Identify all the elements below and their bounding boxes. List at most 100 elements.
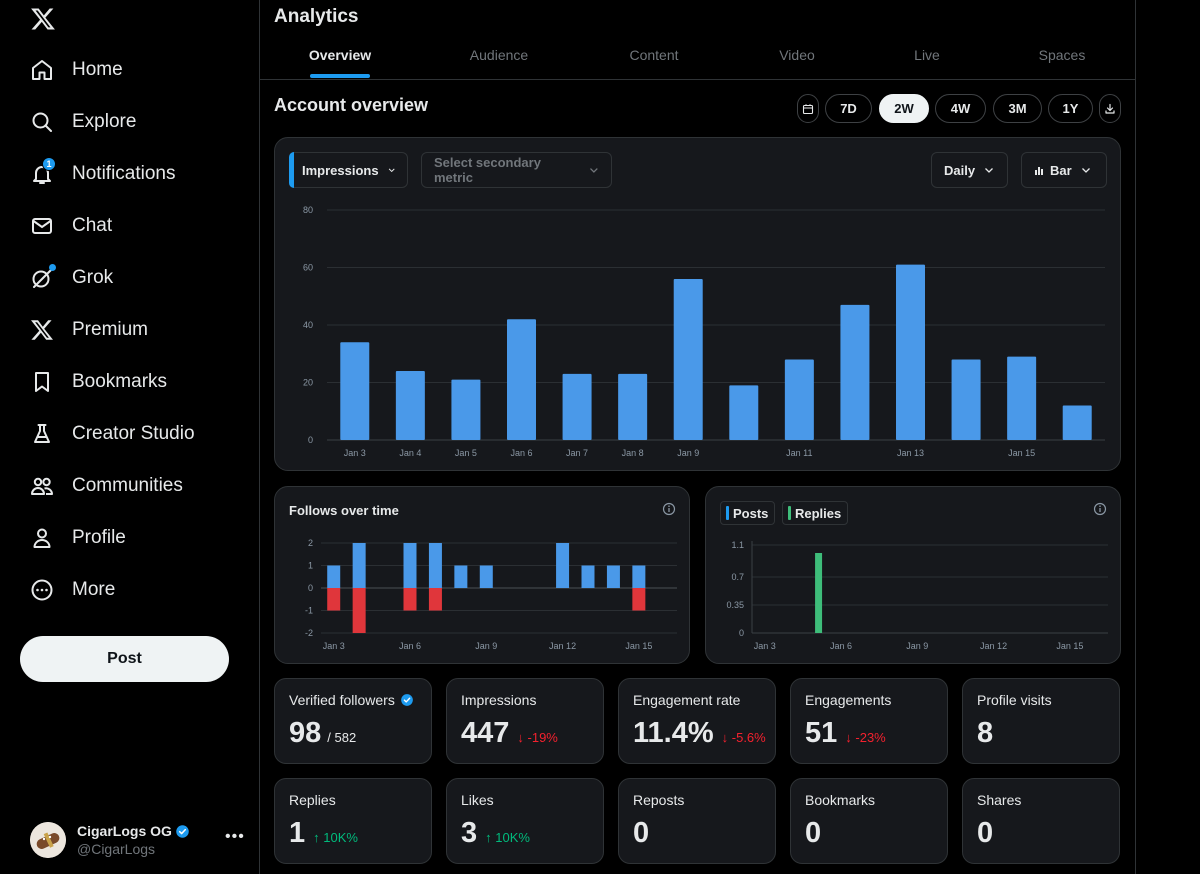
range-2w[interactable]: 2W	[879, 94, 929, 123]
nav-bookmarks-label: Bookmarks	[72, 371, 168, 392]
stat-verified-followers[interactable]: Verified followers 98 / 582	[274, 678, 432, 764]
follows-bar	[581, 565, 595, 588]
stat-label: Profile visits	[977, 692, 1052, 708]
x-tick-label: Jan 15	[625, 641, 652, 651]
stat-delta: ↓ -23%	[845, 730, 886, 745]
follows-chart-card: Follows over time -2 -1 0 1 2 Jan 3 Jan 6 Jan 9…	[274, 486, 690, 664]
page-title: Analytics	[274, 6, 359, 27]
replies-bar	[815, 553, 823, 633]
nav-more[interactable]: More	[30, 570, 115, 610]
nav-creator-studio[interactable]: Creator Studio	[30, 414, 195, 454]
follows-bar	[403, 543, 417, 588]
impressions-bar	[673, 279, 703, 440]
tab-content[interactable]: Content	[629, 47, 679, 63]
nav-communities[interactable]: Communities	[30, 466, 183, 506]
y-tick-label: -2	[305, 628, 313, 638]
nav-creator-studio-label: Creator Studio	[72, 423, 195, 444]
active-tab-indicator	[310, 74, 370, 78]
y-tick-label: 40	[303, 320, 313, 330]
tab-audience[interactable]: Audience	[469, 47, 529, 63]
impressions-bar	[840, 304, 870, 440]
impressions-bar	[896, 264, 925, 440]
impressions-bar	[562, 373, 592, 440]
stat-delta: ↑ 10K%	[313, 830, 358, 845]
x-tick-label: Jan 8	[622, 448, 644, 458]
range-4w[interactable]: 4W	[935, 94, 986, 123]
x-logo-icon[interactable]	[30, 6, 56, 32]
nav-explore[interactable]: Explore	[30, 102, 136, 142]
x-logo-icon	[30, 318, 54, 342]
stat-likes[interactable]: Likes 3 ↑ 10K%	[446, 778, 604, 864]
impressions-bar	[729, 385, 759, 440]
grok-dot-badge	[49, 264, 56, 271]
stat-label: Reposts	[633, 792, 685, 808]
section-title: Account overview	[274, 95, 429, 115]
info-icon[interactable]	[662, 502, 676, 516]
person-icon	[30, 526, 54, 550]
stat-engagement-rate[interactable]: Engagement rate 11.4% ↓ -5.6%	[618, 678, 776, 764]
stat-shares[interactable]: Shares 0	[962, 778, 1120, 864]
stat-delta-value: 10K%	[495, 830, 530, 845]
download-button[interactable]	[1099, 94, 1121, 123]
stat-impressions[interactable]: Impressions 447 ↓ -19%	[446, 678, 604, 764]
stat-value: 0	[977, 817, 994, 849]
stat-delta-value: -5.6%	[731, 730, 766, 745]
verified-badge-icon	[400, 694, 413, 706]
range-1y[interactable]: 1Y	[1048, 94, 1093, 123]
stat-replies[interactable]: Replies 1 ↑ 10K%	[274, 778, 432, 864]
nav-grok[interactable]: Grok	[30, 258, 113, 298]
chart-type-select[interactable]: Bar	[1021, 152, 1107, 188]
stat-label: Bookmarks	[805, 792, 876, 808]
secondary-metric-select[interactable]: Select secondary metric	[421, 152, 612, 188]
follows-title: Follows over time	[289, 503, 399, 518]
account-name: CigarLogs OG	[77, 823, 172, 839]
interval-select[interactable]: Daily	[931, 152, 1008, 188]
nav-bookmarks[interactable]: Bookmarks	[30, 362, 167, 402]
nav-chat[interactable]: Chat	[30, 206, 112, 246]
calendar-button[interactable]	[797, 94, 819, 123]
legend-replies[interactable]: Replies	[782, 501, 849, 525]
follows-bar	[454, 565, 468, 588]
unfollows-bar	[403, 588, 417, 611]
tab-live[interactable]: Live	[914, 47, 940, 63]
stat-value: 8	[977, 717, 994, 749]
primary-metric-select[interactable]: Impressions	[289, 152, 408, 188]
y-tick-label: 20	[303, 378, 313, 388]
post-button[interactable]: Post	[20, 636, 229, 682]
more-circle-icon	[30, 578, 54, 602]
nav-premium-label: Premium	[72, 319, 149, 340]
stat-profile-visits[interactable]: Profile visits 8	[962, 678, 1120, 764]
impressions-bar	[618, 373, 648, 440]
tab-spaces[interactable]: Spaces	[1038, 47, 1086, 63]
tab-video[interactable]: Video	[779, 47, 815, 63]
stat-value: 447	[461, 717, 510, 749]
y-tick-label: 1	[308, 561, 313, 571]
stat-label: Engagement rate	[633, 692, 741, 708]
chart-type-label: Bar	[1050, 162, 1072, 178]
nav-chat-label: Chat	[72, 215, 113, 236]
info-icon[interactable]	[1093, 502, 1107, 516]
stat-reposts[interactable]: Reposts 0	[618, 778, 776, 864]
download-icon	[1105, 103, 1115, 114]
y-tick-label: 80	[303, 205, 313, 215]
nav-home[interactable]: Home	[30, 50, 123, 90]
nav-premium[interactable]: Premium	[30, 310, 148, 350]
nav-home-label: Home	[72, 59, 123, 80]
account-more-icon[interactable]: •••	[225, 828, 245, 845]
range-7d[interactable]: 7D	[825, 94, 872, 123]
stat-engagements[interactable]: Engagements 51 ↓ -23%	[790, 678, 948, 764]
impressions-bar	[1062, 405, 1092, 440]
stat-bookmarks[interactable]: Bookmarks 0	[790, 778, 948, 864]
x-tick-label: Jan 4	[399, 448, 421, 458]
bookmark-icon	[30, 370, 54, 394]
tab-overview[interactable]: Overview	[308, 47, 372, 63]
legend-posts[interactable]: Posts	[720, 501, 776, 525]
chevron-down-icon	[985, 168, 994, 173]
stat-value: 11.4%	[633, 717, 714, 749]
x-tick-label: Jan 15	[1008, 448, 1035, 458]
y-tick-label: 0	[308, 583, 313, 593]
nav-notifications[interactable]: 1 Notifications	[30, 154, 176, 194]
account-switcher[interactable]: CigarLogs OG @CigarLogs •••	[30, 818, 250, 862]
range-3m[interactable]: 3M	[993, 94, 1042, 123]
nav-profile[interactable]: Profile	[30, 518, 126, 558]
